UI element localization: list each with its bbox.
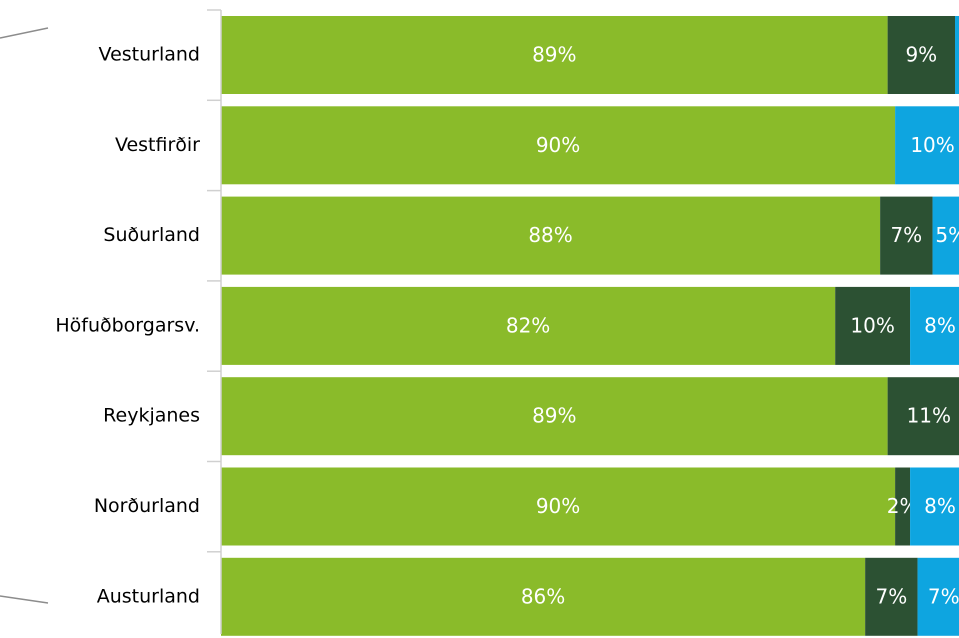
data-label: 82%: [506, 313, 550, 337]
bar-segment: [895, 106, 959, 185]
data-label: 86%: [521, 584, 565, 608]
bar-segment: [910, 467, 959, 546]
data-label: 11%: [907, 404, 951, 428]
category-label: Norðurland: [94, 495, 200, 517]
category-label: Höfuðborgarsv.: [55, 314, 200, 336]
data-label: 7%: [890, 223, 922, 247]
category-label: Suðurland: [103, 224, 200, 246]
bar-segment: [895, 467, 911, 546]
category-label: Reykjanes: [103, 405, 200, 427]
data-label: 89%: [532, 43, 576, 67]
bar-segment: [955, 16, 959, 94]
bar-segment: [917, 557, 959, 636]
bar-segment: [221, 196, 881, 275]
bar-segment: [221, 557, 866, 636]
data-label: 8%: [924, 313, 956, 337]
bar-segment: [932, 196, 959, 275]
bar-segment: [221, 16, 888, 94]
data-label: 8%: [924, 494, 956, 518]
data-label: 7%: [928, 584, 959, 608]
bar-segment: [887, 16, 956, 94]
connector-line: [0, 595, 49, 604]
data-label: 90%: [536, 494, 580, 518]
bar-segment: [910, 286, 959, 365]
bar-segment: [221, 467, 896, 546]
connector-line: [0, 27, 49, 39]
bar-segment: [880, 196, 933, 275]
data-label: 7%: [875, 584, 907, 608]
data-label: 10%: [910, 133, 954, 157]
data-label: 5%: [935, 223, 959, 247]
category-label: Austurland: [97, 585, 200, 607]
data-label: 88%: [528, 223, 572, 247]
data-label: 9%: [905, 43, 937, 67]
bar-segment: [835, 286, 911, 365]
bar-segment: [221, 106, 896, 185]
category-label: Vestfirðir: [115, 134, 200, 156]
bar-segment: [865, 557, 918, 636]
data-label: 89%: [532, 404, 576, 428]
bar-segment: [221, 286, 836, 365]
plot: Vesturland 89% 9% Vestfirðir 90% 10% Suðurland…: [55, 9, 959, 636]
category-label: Vesturland: [99, 44, 200, 66]
data-label: 10%: [850, 313, 894, 337]
bar-segment: [887, 377, 959, 456]
bar-segment: [221, 377, 888, 456]
data-label: 90%: [536, 133, 580, 157]
